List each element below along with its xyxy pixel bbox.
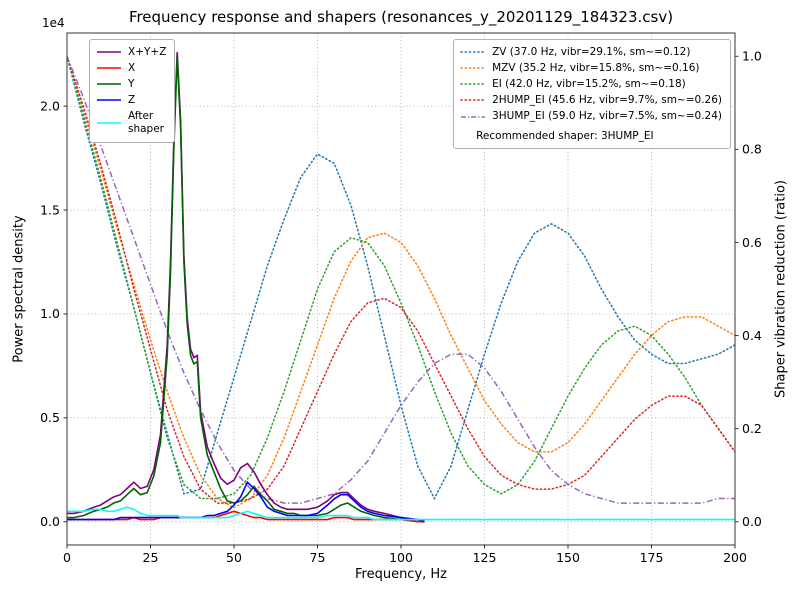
svg-text:0: 0 (63, 550, 71, 565)
svg-text:175: 175 (640, 550, 664, 565)
legend-item: MZV (35.2 Hz, vibr=15.8%, sm~=0.16) (460, 60, 722, 76)
svg-text:0.4: 0.4 (742, 328, 762, 343)
legend-item-label: EI (42.0 Hz, vibr=15.2%, sm~=0.18) (492, 77, 686, 90)
series-After shaper (67, 506, 735, 521)
axis-ticks: 0 25 50 75 100 125 150 175 200 0.0 0.5 1.0 1.5 2.0 0.0… (40, 49, 762, 565)
y-axis-right-label: Shaper vibration reduction (ratio) (773, 180, 789, 398)
svg-text:75: 75 (310, 550, 326, 565)
psd-lines (67, 52, 735, 523)
series-X+Y+Z (67, 52, 425, 523)
series-Z (67, 480, 425, 523)
legend-swatch (460, 83, 486, 86)
legend-item: X (96, 60, 166, 76)
svg-text:100: 100 (389, 550, 413, 565)
legend-item-label: Z (128, 93, 136, 106)
legend-item: 2HUMP_EI (45.6 Hz, vibr=9.7%, sm~=0.26) (460, 92, 722, 108)
svg-text:125: 125 (473, 550, 497, 565)
series-Y (67, 56, 425, 523)
legend-swatch (97, 122, 121, 124)
svg-text:2.0: 2.0 (40, 98, 60, 113)
legend-swatch (97, 83, 121, 86)
legend-shapers-rows: ZV (37.0 Hz, vibr=29.1%, sm~=0.12) MZV (3… (460, 44, 722, 125)
svg-text:25: 25 (143, 550, 159, 565)
series-ZV (67, 55, 735, 501)
recommended-shaper-note: Recommended shaper: 3HUMP_EI (476, 129, 654, 142)
legend-item: 3HUMP_EI (59.0 Hz, vibr=7.5%, sm~=0.24) (460, 109, 722, 125)
svg-text:150: 150 (556, 550, 580, 565)
legend-item: Y (96, 76, 166, 92)
svg-text:1.0: 1.0 (742, 49, 762, 64)
svg-text:1.5: 1.5 (40, 202, 60, 217)
legend-swatch (97, 67, 121, 69)
legend-item: X+Y+Z (96, 44, 166, 60)
legend-item-label: After shaper (128, 110, 165, 136)
svg-text:200: 200 (723, 550, 747, 565)
legend-item: After shaper (96, 109, 166, 138)
legend-item-label: X (128, 61, 136, 74)
legend-item: EI (42.0 Hz, vibr=15.2%, sm~=0.18) (460, 76, 722, 92)
y-axis-left-label: Power spectral density (11, 215, 27, 363)
legend-item-label: MZV (35.2 Hz, vibr=15.8%, sm~=0.16) (492, 61, 700, 74)
svg-text:0.5: 0.5 (40, 410, 60, 425)
legend-item-label: ZV (37.0 Hz, vibr=29.1%, sm~=0.12) (492, 45, 691, 58)
legend-item-label: X+Y+Z (128, 45, 167, 58)
svg-text:1.0: 1.0 (40, 306, 60, 321)
y-axis-offset-text: 1e4 (42, 16, 65, 30)
legend-item: Z (96, 92, 166, 108)
svg-text:0.2: 0.2 (742, 421, 762, 436)
legend-swatch (97, 51, 121, 53)
legend-item: ZV (37.0 Hz, vibr=29.1%, sm~=0.12) (460, 44, 722, 60)
series-EI (67, 55, 735, 500)
legend-swatch (460, 51, 486, 53)
legend-item-label: 3HUMP_EI (59.0 Hz, vibr=7.5%, sm~=0.24) (492, 110, 722, 122)
legend-item-label: 2HUMP_EI (45.6 Hz, vibr=9.7%, sm~=0.26) (492, 93, 722, 106)
legend-swatch (461, 115, 486, 118)
legend-swatch (460, 67, 486, 69)
legend-swatch (460, 99, 486, 102)
svg-text:0.0: 0.0 (40, 514, 60, 529)
chart-title: Frequency response and shapers (resonanc… (128, 8, 674, 26)
x-axis-label: Frequency, Hz (354, 567, 448, 582)
svg-text:50: 50 (226, 550, 242, 565)
svg-text:0.6: 0.6 (742, 235, 762, 250)
legend-shapers: ZV (37.0 Hz, vibr=29.1%, sm~=0.12) MZV (3… (453, 39, 731, 149)
legend-item-label: Y (128, 77, 135, 90)
series-2HUMP_EI (67, 55, 735, 504)
legend-swatch (97, 99, 121, 102)
svg-text:0.0: 0.0 (742, 514, 762, 529)
series-3HUMP_EI (67, 56, 735, 504)
legend-psd: X+Y+Z X Y Z After shaper (89, 39, 176, 143)
svg-text:0.8: 0.8 (742, 142, 762, 157)
shaper-lines (67, 55, 735, 509)
